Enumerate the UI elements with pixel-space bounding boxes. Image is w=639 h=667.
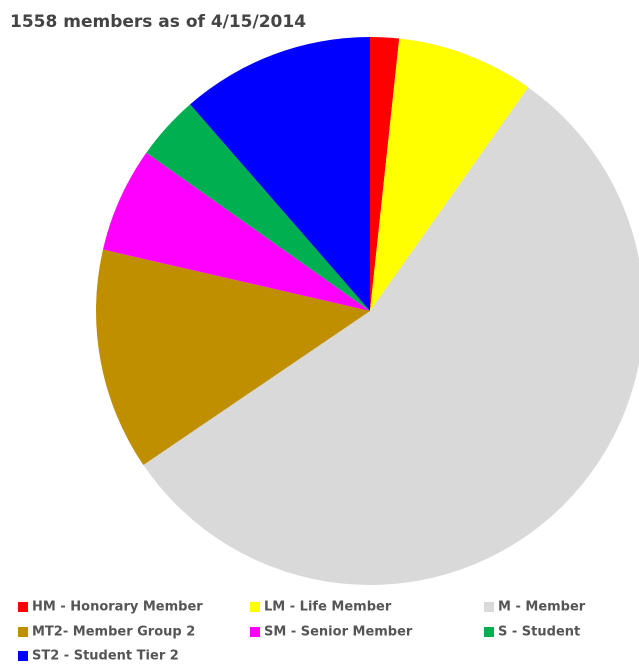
legend-label: M - Member xyxy=(498,600,586,615)
pie-slice xyxy=(146,104,370,312)
legend-swatch xyxy=(250,602,260,612)
legend-swatch xyxy=(18,602,28,612)
legend-label: ST2 - Student Tier 2 xyxy=(32,649,179,664)
pie-slice xyxy=(95,249,371,466)
pie-slice xyxy=(143,87,639,585)
legend-swatch xyxy=(18,627,28,637)
legend-label: LM - Life Member xyxy=(264,600,392,615)
legend-label: SM - Senior Member xyxy=(264,625,413,640)
legend-swatch xyxy=(484,627,494,637)
pie-slice xyxy=(370,38,529,311)
legend-label: MT2- Member Group 2 xyxy=(32,625,195,640)
legend-label: HM - Honorary Member xyxy=(32,600,203,615)
pie-slice xyxy=(102,152,370,311)
legend-swatch xyxy=(250,627,260,637)
legend-label: S - Student xyxy=(498,625,580,640)
legend-swatch xyxy=(484,602,494,612)
pie-slice xyxy=(370,37,400,311)
chart-title: 1558 members as of 4/15/2014 xyxy=(10,12,306,32)
pie-slice xyxy=(190,36,370,311)
legend-swatch xyxy=(18,651,28,661)
